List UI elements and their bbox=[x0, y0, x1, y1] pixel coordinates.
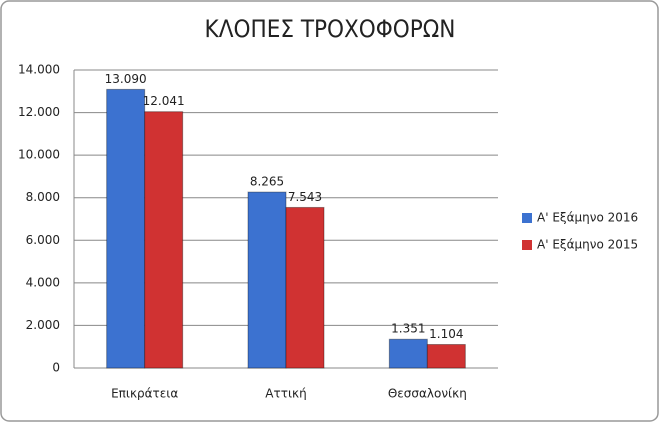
legend-swatch bbox=[522, 213, 532, 223]
value-label: 8.265 bbox=[250, 175, 284, 189]
bar bbox=[285, 206, 325, 369]
legend-swatch bbox=[522, 240, 532, 250]
bar bbox=[388, 338, 428, 369]
value-label: 12.041 bbox=[143, 94, 185, 108]
legend-label: Α' Εξάμηνο 2016 bbox=[537, 211, 638, 225]
bar bbox=[426, 344, 466, 369]
bar bbox=[106, 88, 146, 369]
y-tick-label: 0 bbox=[52, 361, 60, 375]
y-tick-label: 2.000 bbox=[26, 318, 60, 332]
bar bbox=[247, 191, 287, 369]
y-tick-label: 8.000 bbox=[26, 190, 60, 204]
value-label: 1.104 bbox=[429, 327, 463, 341]
chart-title: ΚΛΟΠΕΣ ΤΡΟΧΟΦΟΡΩΝ bbox=[205, 15, 456, 43]
y-tick-label: 6.000 bbox=[26, 233, 60, 247]
x-tick-label: Αττική bbox=[265, 387, 306, 401]
value-label: 13.090 bbox=[105, 72, 147, 86]
x-tick-label: Θεσσαλονίκη bbox=[388, 387, 467, 401]
value-label: 1.351 bbox=[391, 322, 425, 336]
y-tick-label: 12.000 bbox=[18, 105, 60, 119]
y-tick-label: 10.000 bbox=[18, 148, 60, 162]
legend-label: Α' Εξάμηνο 2015 bbox=[537, 238, 638, 252]
value-label: 7.543 bbox=[288, 190, 322, 204]
y-tick-label: 4.000 bbox=[26, 275, 60, 289]
y-tick-label: 14.000 bbox=[18, 63, 60, 77]
bar bbox=[144, 111, 184, 369]
x-tick-label: Επικράτεια bbox=[111, 387, 178, 401]
